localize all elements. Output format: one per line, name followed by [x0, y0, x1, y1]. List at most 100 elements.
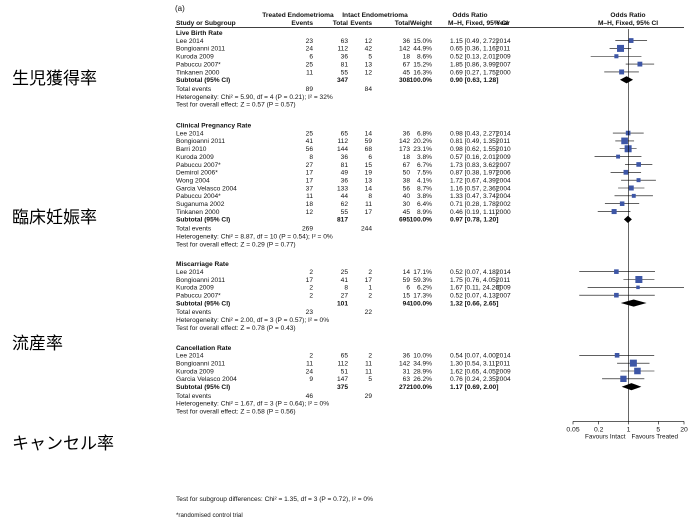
study-name: Pabuccu 2007* [176, 61, 221, 68]
subgroup-title: Live Birth Rate [176, 30, 223, 37]
treated-events: 17 [306, 170, 314, 177]
intact-total: 142 [399, 360, 410, 367]
study-year: 2014 [496, 38, 511, 45]
subtotal-label: Subtotal (95% CI) [176, 384, 230, 391]
intact-events: 68 [365, 146, 373, 153]
footnote-text: *randomised control trial [176, 512, 243, 519]
treated-total: 25 [341, 269, 349, 276]
subtotal-intact-total: 272 [399, 384, 410, 391]
study-weight: 8.6% [417, 54, 432, 61]
intact-events: 13 [365, 61, 373, 68]
subtotal-intact-total: 94 [403, 300, 411, 307]
treated-total: 55 [341, 69, 349, 76]
study-square [629, 359, 637, 367]
intact-total: 36 [403, 130, 411, 137]
study-weight: 28.9% [413, 368, 432, 375]
treated-events: 23 [306, 38, 314, 45]
subtotal-weight: 100.0% [410, 217, 433, 224]
treated-total: 62 [341, 201, 349, 208]
treated-total: 41 [341, 277, 349, 284]
study-name: Demirol 2006* [176, 170, 218, 177]
study-square [631, 193, 636, 198]
treated-total: 36 [341, 54, 349, 61]
header-treated-total: Total [333, 20, 348, 27]
subtotal-treated-total: 817 [337, 217, 348, 224]
study-weight: 16.3% [413, 69, 432, 76]
intact-events: 17 [365, 209, 373, 216]
study-square [614, 54, 619, 59]
study-weight: 3.8% [417, 193, 432, 200]
heterogeneity-text: Heterogeneity: Chi² = 5.90, df = 4 (P = … [176, 94, 333, 101]
study-year: 2006 [496, 170, 511, 177]
study-year: 2000 [496, 69, 511, 76]
study-year: 2000 [496, 209, 511, 216]
intact-total: 142 [399, 138, 410, 145]
treated-events: 37 [306, 185, 314, 192]
study-weight: 17.1% [413, 269, 432, 276]
study-square [635, 276, 643, 283]
intact-total: 67 [403, 162, 411, 169]
odds-ratio-ci: 1.16 [0.57, 2.36] [450, 185, 498, 192]
study-name: Lee 2014 [176, 130, 204, 137]
study-name: Bongioanni 2011 [176, 138, 225, 145]
overall-effect-text: Test for overall effect: Z = 0.58 (P = 0… [176, 409, 296, 416]
study-year: 2011 [496, 360, 511, 367]
odds-ratio-ci: 1.62 [0.65, 4.05] [450, 368, 498, 375]
header-weight: Weight [410, 20, 433, 27]
study-weight: 7.5% [417, 170, 432, 177]
total-events-treated: 46 [306, 393, 314, 400]
header-study: Study or Subgroup [176, 20, 236, 27]
study-square [614, 353, 620, 358]
treated-total: 112 [337, 46, 348, 53]
study-year: 2014 [496, 353, 511, 360]
treated-events: 24 [306, 46, 314, 53]
header-or-title: Odds Ratio [452, 12, 487, 19]
treated-events: 27 [306, 162, 314, 169]
subgroup-title: Clinical Pregnancy Rate [176, 123, 251, 130]
total-events-treated: 89 [306, 86, 314, 93]
study-square [614, 292, 619, 298]
odds-ratio-ci: 0.87 [0.38, 1.97] [450, 170, 498, 177]
study-square [624, 145, 632, 153]
odds-ratio-ci: 1.67 [0.11, 24.26] [450, 285, 501, 292]
jp-label-live-birth: 生児獲得率 [12, 69, 97, 89]
total-events-intact: 29 [365, 393, 373, 400]
treated-total: 133 [337, 185, 348, 192]
treated-events: 2 [309, 293, 313, 300]
study-name: Lee 2014 [176, 353, 204, 360]
treated-events: 17 [306, 177, 314, 184]
study-name: Barri 2010 [176, 146, 207, 153]
study-name: Lee 2014 [176, 38, 204, 45]
intact-events: 12 [365, 69, 373, 76]
treated-total: 81 [341, 61, 349, 68]
header-or-method: M–H, Fixed, 95% CI [448, 20, 508, 27]
total-events-label: Total events [176, 309, 212, 316]
study-square [636, 162, 641, 167]
odds-ratio-ci: 0.65 [0.36, 1.16] [450, 46, 498, 53]
study-weight: 26.2% [413, 376, 432, 383]
intact-total: 67 [403, 61, 411, 68]
odds-ratio-ci: 1.85 [0.86, 3.99] [450, 61, 498, 68]
intact-events: 59 [365, 138, 373, 145]
study-year: 2014 [496, 130, 511, 137]
study-weight: 8.9% [417, 209, 432, 216]
study-weight: 8.7% [417, 185, 432, 192]
treated-events: 11 [306, 360, 313, 367]
jp-label-pregnancy: 臨床妊娠率 [12, 208, 97, 228]
intact-events: 2 [368, 293, 372, 300]
study-name: Pabuccu 2007* [176, 293, 221, 300]
header-year: Year [496, 20, 510, 27]
study-weight: 59.3% [413, 277, 432, 284]
intact-total: 18 [403, 54, 411, 61]
study-weight: 10.0% [413, 353, 432, 360]
treated-events: 9 [309, 376, 313, 383]
heterogeneity-text: Heterogeneity: Chi² = 2.00, df = 3 (P = … [176, 317, 329, 324]
subtotal-diamond [619, 76, 634, 84]
intact-total: 30 [403, 201, 411, 208]
overall-effect-text: Test for overall effect: Z = 0.57 (P = 0… [176, 102, 296, 109]
total-events-treated: 23 [306, 309, 314, 316]
overall-effect-text: Test for overall effect: Z = 0.78 (P = 0… [176, 325, 296, 332]
x-tick-label: 0.05 [566, 426, 579, 433]
odds-ratio-ci: 1.15 [0.49, 2.72] [450, 38, 498, 45]
odds-ratio-ci: 0.98 [0.62, 1.55] [450, 146, 498, 153]
